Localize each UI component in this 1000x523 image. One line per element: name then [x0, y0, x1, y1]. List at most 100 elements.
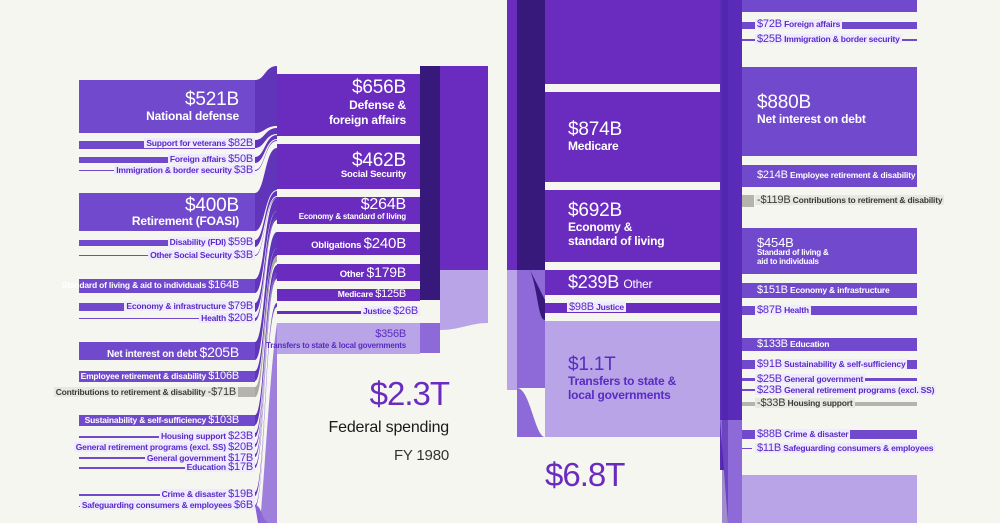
economy-recent-label-2: standard of living: [568, 234, 665, 248]
label-employee-retirement: Employee retirement & disability $106B: [80, 370, 240, 382]
general-retirement-recent-label: $23B General retirement programs (excl. …: [755, 384, 937, 396]
standard-of-living-recent-label-2: aid to individuals: [757, 257, 819, 266]
label-crime: Crime & disaster $19B: [159, 488, 255, 500]
employee-retirement-recent-label: $214B Employee retirement & disability: [757, 169, 916, 181]
label-general-retirement: General retirement programs (excl. SS) $…: [73, 441, 255, 453]
defense-label-1: Defense &: [349, 98, 406, 112]
standard-of-living-recent-amount: $454B: [757, 235, 794, 250]
medicare-1980-label: Medicare $125B: [337, 288, 406, 300]
bar-employee-retirement[interactable]: Employee retirement & disability $106B: [79, 371, 255, 382]
immigration-recent-label: $25B Immigration & border security: [755, 33, 902, 45]
sustainability-recent-label: $91B Sustainability & self-sufficiency: [755, 358, 908, 370]
bar-education-recent[interactable]: $133B Education: [742, 338, 917, 351]
block-obligations[interactable]: Obligations $240B: [277, 232, 420, 255]
economy-infra-recent-label: $151B Economy & infrastructure: [757, 284, 890, 296]
block-medicare-recent[interactable]: $874B Medicare: [545, 92, 720, 182]
label-health: Health $20B: [199, 312, 255, 324]
bar-sustainability[interactable]: Sustainability & self-sufficiency $103B: [79, 415, 255, 426]
national-defense-label: National defense: [146, 109, 239, 123]
total-recent-amount: $6.8T: [545, 456, 625, 493]
defense-amount: $656B: [352, 77, 406, 98]
net-interest-recent-amount: $880B: [757, 92, 811, 113]
medicare-recent-amount: $874B: [568, 119, 622, 140]
standard-of-living-recent-label-1: Standard of living &: [757, 248, 829, 257]
total-1980-year: FY 1980: [393, 447, 449, 464]
national-defense-amount: $521B: [185, 89, 239, 110]
social-security-label: Social Security: [340, 169, 406, 180]
block-transfers-recent[interactable]: $1.1T Transfers to state & local governm…: [545, 321, 720, 437]
health-recent-label: $87B Health: [755, 304, 811, 316]
bar-economy-infra-recent[interactable]: $151B Economy & infrastructure: [742, 283, 917, 298]
bar-disability[interactable]: [79, 240, 255, 246]
social-security-amount: $462B: [352, 150, 406, 171]
housing-recent-label: -$33B Housing support: [755, 397, 855, 409]
bar-safeguarding-recent[interactable]: [742, 448, 752, 449]
economy-recent-amount: $692B: [568, 200, 622, 221]
block-retirement-foasi[interactable]: $400B Retirement (FOASI): [79, 193, 255, 231]
bar-foreign-affairs[interactable]: [79, 157, 255, 163]
economy-recent-label-1: Economy &: [568, 220, 633, 234]
obligations-label: Obligations $240B: [311, 235, 406, 252]
crime-recent-label: $88B Crime & disaster: [755, 428, 851, 440]
block-medicare-1980[interactable]: Medicare $125B: [277, 289, 420, 301]
transfers-1980-amount: $356B: [375, 328, 406, 340]
medicare-recent-label: Medicare: [568, 139, 619, 153]
block-transfers-sub-recent[interactable]: [742, 475, 917, 523]
justice-recent-label: $98B Justice: [567, 301, 626, 313]
bar-contributions[interactable]: [238, 387, 255, 397]
label-disability: Disability (FDI) $59B: [167, 236, 255, 248]
label-standard-of-living: Standard of living & aid to individuals …: [61, 279, 239, 291]
bar-health[interactable]: [79, 318, 255, 319]
bar-justice-1980[interactable]: [277, 311, 420, 314]
block-top-recent[interactable]: [545, 0, 720, 84]
label-general-government: General government $17B: [144, 452, 255, 464]
block-economy-recent[interactable]: $692B Economy & standard of living: [545, 190, 720, 262]
economy-amount: $264B: [360, 196, 406, 213]
label-economy-infra: Economy & infrastructure $79B: [124, 300, 255, 312]
bar-net-interest[interactable]: Net interest on debt $205B: [79, 342, 255, 360]
block-net-interest-recent[interactable]: $880B Net interest on debt: [742, 67, 917, 156]
block-national-defense[interactable]: $521B National defense: [79, 80, 255, 133]
retirement-label: Retirement (FOASI): [131, 214, 239, 228]
block-other-recent[interactable]: $239B Other: [545, 270, 720, 295]
total-1980-label: Federal spending: [328, 419, 450, 436]
other-label: Other $179B: [339, 264, 406, 280]
bar-standard-of-living[interactable]: Standard of living & aid to individuals …: [62, 279, 255, 293]
label-contributions: Contributions to retirement & disability…: [53, 386, 238, 398]
net-interest-recent-label: Net interest on debt: [757, 112, 866, 126]
foreign-affairs-recent-label: $72B Foreign affairs: [755, 18, 843, 30]
label-net-interest: Net interest on debt $205B: [107, 344, 239, 360]
general-gov-recent-label: $25B General government: [755, 373, 866, 385]
label-education: Education $17B: [184, 461, 255, 473]
bar-education[interactable]: [79, 467, 255, 469]
total-1980-amount: $2.3T: [369, 375, 450, 412]
transfers-1980-label: Transfers to state & local governments: [265, 341, 406, 350]
block-defense-foreign[interactable]: $656B Defense & foreign affairs: [277, 74, 420, 136]
education-recent-label: $133B Education: [757, 338, 830, 350]
block-standard-of-living-recent[interactable]: $454B Standard of living & aid to indivi…: [742, 228, 917, 274]
left-flows: [255, 66, 277, 507]
block-transfers-1980[interactable]: $356B Transfers to state & local governm…: [266, 323, 420, 354]
label-veterans: Support for veterans $82B: [144, 137, 255, 149]
bar-employee-retirement-recent[interactable]: $214B Employee retirement & disability: [742, 165, 917, 187]
transfers-recent-label-2: local governments: [568, 388, 671, 402]
economy-label: Economy & standard of living: [298, 212, 407, 221]
transfers-recent-amount: $1.1T: [568, 354, 616, 375]
block-economy-standard[interactable]: $264B Economy & standard of living: [277, 197, 420, 224]
block-veterans-recent[interactable]: [742, 0, 917, 12]
label-safeguarding: Safeguarding consumers & employees $6B: [79, 499, 255, 511]
block-social-security[interactable]: $462B Social Security: [277, 144, 420, 189]
bar-justice-recent[interactable]: [545, 303, 720, 313]
label-sustainability: Sustainability & self-sufficiency $103B: [84, 414, 240, 426]
label-housing: Housing support $23B: [158, 430, 255, 442]
safeguarding-recent-label: $11B Safeguarding consumers & employees: [755, 442, 936, 454]
other-recent-label: $239B Other: [568, 272, 653, 292]
block-other[interactable]: Other $179B: [277, 264, 420, 281]
label-other-ss: Other Social Security $3B: [148, 249, 255, 261]
bar-health-recent[interactable]: [742, 306, 917, 315]
label-foreign-affairs: Foreign affairs $50B: [167, 153, 255, 165]
justice-1980-label: Justice $26B: [361, 305, 420, 317]
bar-contributions-recent[interactable]: [742, 195, 754, 207]
label-immigration: Immigration & border security $3B: [114, 164, 255, 176]
